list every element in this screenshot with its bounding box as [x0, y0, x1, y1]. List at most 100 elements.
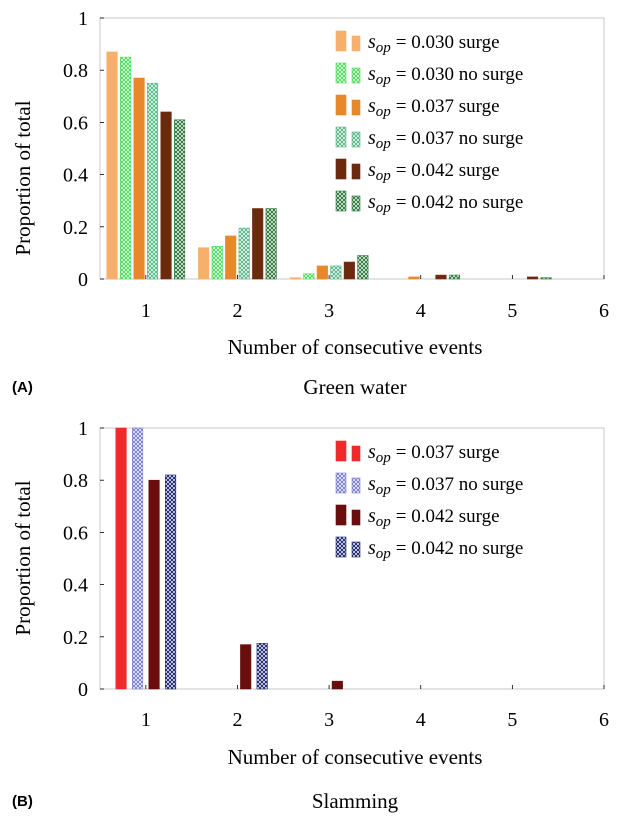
x-axis-ticks: 1 2 3 4 5 6 — [141, 685, 609, 731]
y-tick-label: 0 — [78, 679, 88, 701]
y-tick-label: 0.8 — [63, 60, 88, 82]
legend-label: sop = 0.042 no surge — [368, 537, 523, 562]
y-axis-ticks: 0 0.2 0.4 0.6 0.8 1 — [63, 8, 104, 291]
legend-swatch — [351, 477, 361, 494]
legend-swatch — [335, 190, 347, 212]
x-tick-label: 5 — [507, 709, 517, 731]
legend-item: sop = 0.030 surge — [335, 30, 500, 56]
legend-label: sop = 0.042 no surge — [368, 191, 523, 216]
bar-group — [115, 427, 343, 690]
bar-a-s4-c4 — [435, 274, 447, 280]
bar-a-s3-c3 — [330, 265, 342, 280]
legend-label: sop = 0.037 surge — [368, 441, 500, 466]
bar-b-s0-c1 — [115, 427, 127, 690]
bar-a-s5-c4 — [448, 274, 461, 280]
legend-item: sop = 0.037 no surge — [335, 126, 523, 152]
legend-swatch — [351, 509, 361, 526]
y-tick-label: 1 — [78, 8, 88, 30]
legend-swatch — [351, 541, 361, 558]
y-tick-label: 0.8 — [63, 470, 88, 492]
y-axis-label: Proportion of total — [11, 100, 35, 255]
bar-a-s4-c2 — [252, 208, 264, 280]
y-tick-label: 0.2 — [63, 217, 88, 239]
legend-item: sop = 0.030 no surge — [335, 62, 523, 88]
legend-swatch — [351, 99, 361, 116]
y-tick-label: 0.4 — [63, 575, 88, 597]
bar-group — [106, 51, 552, 280]
y-tick-label: 0.2 — [63, 627, 88, 649]
legend-item: sop = 0.042 surge — [335, 158, 500, 184]
legend-item: sop = 0.042 surge — [335, 504, 500, 530]
legend-swatch — [351, 163, 361, 180]
y-tick-label: 0.6 — [63, 522, 88, 544]
legend-swatch — [335, 62, 347, 84]
bar-a-s3-c1 — [147, 82, 159, 280]
bar-b-s2-c1 — [148, 479, 160, 690]
x-tick-label: 3 — [324, 709, 334, 731]
y-axis-ticks: 0 0.2 0.4 0.6 0.8 1 — [63, 418, 104, 701]
bar-a-s2-c2 — [225, 235, 237, 280]
panel-letter-a: (A) — [12, 379, 33, 396]
legend-swatch — [335, 472, 347, 494]
bar-a-s4-c3 — [343, 261, 355, 280]
x-tick-label: 1 — [141, 300, 151, 322]
bar-a-s2-c4 — [408, 276, 420, 280]
legend-item: sop = 0.037 surge — [335, 440, 500, 466]
bar-a-s4-c5 — [527, 276, 539, 280]
x-tick-label: 1 — [141, 709, 151, 731]
bar-a-s0-c3 — [289, 277, 301, 280]
bar-a-s0-c1 — [106, 51, 118, 280]
panel-letter-b: (B) — [12, 793, 33, 810]
legend-label: sop = 0.037 no surge — [368, 127, 523, 152]
legend-swatch — [351, 445, 361, 462]
plot-frame — [99, 427, 605, 690]
bar-a-s5-c3 — [357, 255, 369, 280]
bar-a-s5-c2 — [265, 208, 277, 280]
legend-swatch — [335, 504, 347, 526]
x-tick-label: 2 — [232, 300, 242, 322]
x-tick-label: 4 — [416, 709, 426, 731]
bar-a-s3-c2 — [238, 227, 250, 280]
bar-a-s2-c1 — [133, 77, 145, 280]
legend-swatch — [351, 195, 361, 212]
y-tick-label: 0.4 — [63, 165, 88, 187]
legend-swatch — [335, 158, 347, 180]
y-tick-label: 0 — [78, 269, 88, 291]
bar-a-s1-c3 — [303, 273, 315, 280]
legend-label: sop = 0.042 surge — [368, 505, 500, 530]
bar-a-s1-c2 — [211, 246, 223, 280]
legend-label: sop = 0.037 no surge — [368, 473, 523, 498]
legend-swatch — [335, 30, 347, 52]
legend-item: sop = 0.042 no surge — [335, 536, 523, 562]
x-tick-label: 5 — [507, 300, 517, 322]
bar-a-s1-c1 — [120, 56, 132, 280]
x-tick-label: 3 — [324, 300, 334, 322]
bar-a-s4-c1 — [160, 111, 172, 280]
y-tick-label: 1 — [78, 418, 88, 440]
bar-a-s0-c2 — [198, 247, 210, 280]
legend-swatch — [335, 126, 347, 148]
legend-item: sop = 0.037 no surge — [335, 472, 523, 498]
x-axis-ticks: 1 2 3 4 5 6 — [141, 275, 609, 322]
legend-swatch — [335, 536, 347, 558]
x-axis-label: Number of consecutive events — [228, 335, 483, 359]
legend-label: sop = 0.030 surge — [368, 31, 500, 56]
legend-swatch — [335, 94, 347, 116]
legend: sop = 0.037 surge sop = 0.037 no surge sop = … — [335, 440, 523, 562]
bar-b-s2-c2 — [240, 644, 252, 690]
panel-caption-a: Green water — [303, 375, 406, 399]
bar-a-s5-c5 — [540, 277, 552, 280]
bar-a-s5-c1 — [174, 119, 186, 280]
legend-label: sop = 0.037 surge — [368, 95, 500, 120]
bar-a-s2-c3 — [316, 265, 328, 280]
x-tick-label: 6 — [599, 709, 609, 731]
bar-b-s2-c3 — [331, 680, 343, 690]
legend-item: sop = 0.042 no surge — [335, 190, 523, 216]
legend: sop = 0.030 surge sop = 0.030 no surge sop = … — [335, 30, 523, 216]
legend-swatch — [351, 67, 361, 84]
legend-swatch — [335, 440, 347, 462]
x-tick-label: 2 — [232, 709, 242, 731]
